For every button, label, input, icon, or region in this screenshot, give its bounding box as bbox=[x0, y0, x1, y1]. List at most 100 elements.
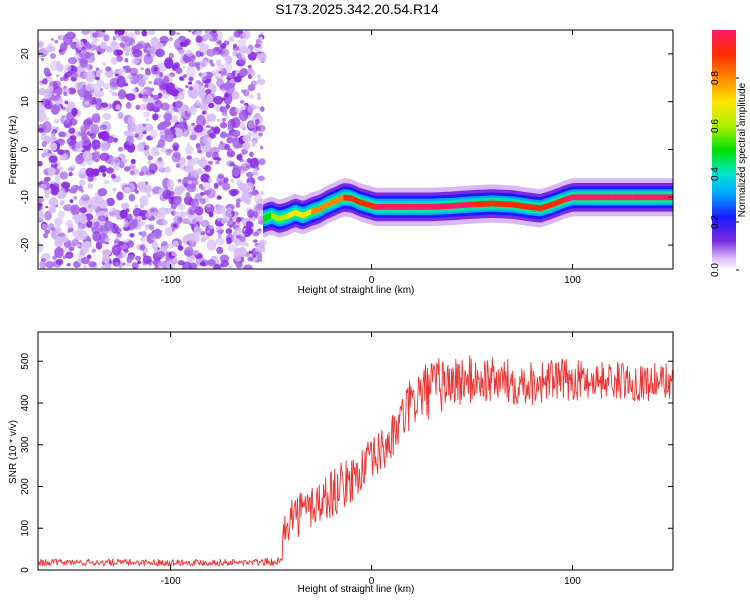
y-tick-label: -20 bbox=[20, 237, 31, 252]
noise-speckle bbox=[192, 82, 202, 92]
noise-speckle bbox=[129, 77, 134, 82]
noise-speckle bbox=[56, 74, 60, 77]
noise-speckle bbox=[245, 220, 253, 228]
ridge-core-segment bbox=[351, 195, 360, 205]
ridge-core-segment bbox=[295, 209, 304, 219]
noise-speckle bbox=[65, 149, 70, 153]
noise-speckle bbox=[132, 207, 143, 218]
ridge-core-segment bbox=[431, 203, 452, 210]
noise-speckle bbox=[124, 132, 128, 136]
noise-speckle bbox=[135, 43, 144, 50]
noise-speckle bbox=[258, 158, 266, 166]
noise-speckle bbox=[144, 42, 151, 48]
noise-speckle bbox=[132, 48, 142, 58]
noise-speckle bbox=[150, 129, 158, 139]
noise-speckle bbox=[71, 206, 77, 213]
noise-speckle bbox=[74, 236, 79, 240]
noise-speckle bbox=[69, 242, 76, 250]
noise-speckle bbox=[47, 166, 55, 177]
noise-speckle bbox=[97, 188, 108, 197]
noise-speckle bbox=[237, 222, 242, 227]
x-tick-label: 0 bbox=[369, 576, 375, 587]
noise-speckle bbox=[234, 76, 242, 83]
ridge-core-segment bbox=[451, 201, 473, 209]
noise-speckle bbox=[163, 75, 170, 83]
noise-speckle bbox=[123, 166, 131, 172]
noise-speckle bbox=[259, 31, 264, 35]
noise-speckle bbox=[91, 248, 97, 253]
noise-speckle bbox=[155, 74, 160, 79]
noise-speckle bbox=[242, 142, 251, 150]
noise-speckle bbox=[138, 220, 146, 227]
noise-speckle bbox=[191, 157, 201, 164]
noise-speckle bbox=[258, 132, 263, 137]
noise-speckle bbox=[135, 104, 141, 110]
noise-speckle bbox=[42, 78, 48, 85]
noise-speckle bbox=[95, 241, 103, 250]
noise-speckle bbox=[114, 73, 119, 77]
noise-speckle bbox=[78, 131, 83, 136]
noise-speckle bbox=[63, 204, 73, 212]
noise-speckle bbox=[173, 95, 179, 100]
noise-speckle bbox=[142, 255, 152, 265]
noise-speckle bbox=[90, 124, 100, 135]
noise-speckle bbox=[146, 47, 151, 51]
noise-speckle bbox=[64, 64, 72, 72]
noise-speckle bbox=[81, 136, 91, 147]
noise-speckle bbox=[158, 123, 167, 131]
noise-speckle bbox=[41, 140, 47, 148]
noise-speckle bbox=[154, 150, 160, 156]
noise-speckle bbox=[59, 200, 65, 206]
noise-speckle bbox=[79, 179, 86, 187]
y-tick-label: 500 bbox=[20, 352, 31, 369]
noise-speckle bbox=[160, 102, 170, 111]
noise-speckle bbox=[68, 167, 74, 172]
noise-speckle bbox=[194, 251, 199, 256]
noise-speckle bbox=[133, 266, 137, 269]
noise-speckle bbox=[188, 60, 197, 68]
noise-speckle bbox=[189, 105, 197, 115]
noise-speckle bbox=[224, 143, 231, 151]
noise-speckle bbox=[244, 227, 254, 235]
noise-speckle bbox=[67, 229, 71, 234]
noise-speckle bbox=[140, 67, 144, 71]
colorbar-tick-label: 0.0 bbox=[710, 263, 721, 277]
noise-speckle bbox=[207, 160, 214, 166]
noise-speckle bbox=[106, 46, 113, 53]
y-tick-label: 20 bbox=[20, 48, 31, 60]
noise-speckle bbox=[89, 196, 99, 209]
noise-speckle bbox=[180, 78, 185, 81]
noise-speckle bbox=[138, 104, 147, 111]
noise-speckle bbox=[122, 220, 130, 228]
noise-speckle bbox=[168, 196, 176, 205]
noise-speckle bbox=[178, 107, 186, 117]
noise-speckle bbox=[142, 123, 147, 127]
noise-speckle bbox=[249, 157, 260, 169]
noise-speckle bbox=[185, 192, 191, 198]
noise-speckle bbox=[49, 61, 59, 71]
noise-speckle bbox=[206, 94, 213, 103]
noise-speckle bbox=[162, 219, 168, 226]
noise-speckle bbox=[220, 48, 230, 58]
noise-speckle bbox=[113, 49, 123, 57]
noise-speckle bbox=[41, 152, 46, 158]
noise-speckle bbox=[200, 219, 210, 228]
noise-speckle bbox=[58, 48, 64, 53]
noise-speckle bbox=[185, 85, 189, 89]
noise-speckle bbox=[145, 70, 152, 76]
noise-speckle bbox=[51, 130, 56, 134]
noise-speckle bbox=[228, 36, 235, 42]
noise-speckle bbox=[222, 117, 227, 122]
noise-speckle bbox=[144, 151, 151, 157]
noise-speckle bbox=[243, 264, 253, 269]
noise-speckle bbox=[48, 155, 58, 164]
noise-speckle bbox=[137, 73, 144, 79]
noise-speckle bbox=[215, 160, 220, 165]
noise-speckle bbox=[247, 209, 255, 219]
noise-speckle bbox=[229, 162, 236, 167]
noise-speckle bbox=[44, 229, 51, 234]
noise-speckle bbox=[183, 195, 194, 206]
noise-speckle bbox=[142, 111, 151, 118]
noise-speckle bbox=[39, 260, 46, 269]
noise-speckle bbox=[40, 57, 45, 62]
